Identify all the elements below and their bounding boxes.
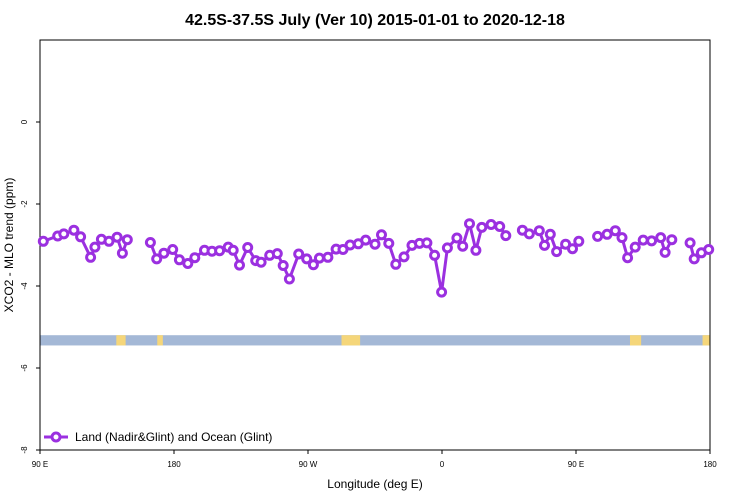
data-point-0-3-10 xyxy=(666,234,678,246)
land-band-2 xyxy=(341,335,361,346)
data-point-0-2-8 xyxy=(573,235,585,247)
x-tick-label-3: 0 xyxy=(440,460,445,469)
ocean-band xyxy=(40,335,710,346)
data-point-0-1-0 xyxy=(144,237,156,248)
data-point-0-3-5 xyxy=(629,241,641,253)
data-point-0-3-7 xyxy=(646,235,658,247)
x-tick-label-0: 90 E xyxy=(32,460,48,469)
data-point-0-1-44 xyxy=(470,244,482,256)
x-axis-label: Longitude (deg E) xyxy=(327,477,422,491)
data-point-0-2-2 xyxy=(533,225,545,237)
data-point-0-2-5 xyxy=(551,246,563,258)
legend-marker xyxy=(50,431,62,443)
y-tick-label-1: -2 xyxy=(20,200,29,208)
data-point-0-3-4 xyxy=(622,252,634,264)
chart-title: 42.5S-37.5S July (Ver 10) 2015-01-01 to … xyxy=(185,12,565,29)
data-point-0-1-39 xyxy=(436,286,448,298)
data-point-0-1-24 xyxy=(322,251,334,263)
data-point-0-1-30 xyxy=(369,238,381,250)
data-point-0-3-9 xyxy=(659,246,671,258)
data-point-0-4-3 xyxy=(703,244,715,255)
data-point-0-0-3 xyxy=(68,224,80,236)
land-band-0 xyxy=(116,335,126,346)
data-point-0-1-9 xyxy=(214,245,226,257)
data-point-0-2-4 xyxy=(544,228,556,240)
data-point-0-1-43 xyxy=(464,218,475,230)
y-tick-label-0: 0 xyxy=(20,119,29,124)
data-point-0-0-5 xyxy=(85,251,97,263)
data-point-0-1-11 xyxy=(227,244,239,256)
data-point-0-1-22 xyxy=(307,259,319,271)
data-point-0-0-9 xyxy=(111,231,123,243)
data-point-0-3-3 xyxy=(616,232,628,244)
data-point-0-1-13 xyxy=(242,242,254,253)
legend-label: Land (Nadir&Glint) and Ocean (Glint) xyxy=(75,430,272,444)
x-axis: 90 E 180 90 W 0 90 E 180 xyxy=(32,450,717,469)
x-tick-label-2: 90 W xyxy=(299,460,318,469)
data-point-0-1-17 xyxy=(271,248,283,260)
data-point-0-1-45 xyxy=(476,221,488,233)
series-layer xyxy=(37,218,715,298)
data-point-0-1-19 xyxy=(283,273,295,285)
y-tick-label-2: -4 xyxy=(20,282,29,290)
data-point-0-1-34 xyxy=(398,251,410,263)
y-axis-label: XCO2 - MLO trend (ppm) xyxy=(2,178,16,313)
data-point-0-3-0 xyxy=(592,230,604,242)
data-point-0-0-8 xyxy=(103,235,115,247)
data-point-0-0-0 xyxy=(37,235,49,247)
data-point-0-1-31 xyxy=(376,229,387,241)
data-point-0-1-41 xyxy=(451,232,463,244)
data-point-0-1-42 xyxy=(457,240,469,252)
data-point-0-1-23 xyxy=(313,252,325,264)
data-point-0-2-1 xyxy=(523,228,535,240)
data-point-0-1-18 xyxy=(277,260,289,271)
data-point-0-1-15 xyxy=(255,256,267,268)
data-point-0-2-7 xyxy=(567,243,578,255)
data-point-0-1-29 xyxy=(360,234,372,246)
y-tick-label-3: -6 xyxy=(20,364,29,372)
x-tick-label-5: 180 xyxy=(703,460,717,469)
data-point-0-1-3 xyxy=(167,244,179,255)
data-point-0-1-21 xyxy=(301,253,313,265)
data-point-0-0-10 xyxy=(116,247,128,259)
data-point-0-1-32 xyxy=(383,237,395,249)
legend: Land (Nadir&Glint) and Ocean (Glint) xyxy=(44,430,272,444)
data-point-0-1-2 xyxy=(158,247,170,259)
data-point-0-1-27 xyxy=(344,239,356,251)
data-point-0-3-6 xyxy=(637,234,649,246)
x-tick-label-4: 90 E xyxy=(568,460,584,469)
data-point-0-1-12 xyxy=(234,259,245,271)
data-point-0-1-37 xyxy=(421,237,433,249)
data-point-0-2-3 xyxy=(539,239,550,251)
data-point-0-3-8 xyxy=(655,232,667,244)
data-point-0-1-33 xyxy=(390,258,402,270)
land-band-3 xyxy=(629,335,642,346)
data-point-0-0-6 xyxy=(89,241,101,253)
data-point-0-1-47 xyxy=(494,221,506,232)
data-point-0-3-1 xyxy=(601,228,613,240)
y-axis: 0 -2 -4 -6 -8 xyxy=(20,119,40,454)
data-point-0-1-40 xyxy=(441,242,453,254)
land-ocean-bar xyxy=(40,335,710,346)
data-point-0-1-38 xyxy=(429,249,441,261)
data-point-0-1-4 xyxy=(173,254,185,266)
land-band-4 xyxy=(702,335,710,346)
data-point-0-0-11 xyxy=(121,234,133,246)
data-point-0-3-2 xyxy=(609,225,621,237)
data-point-0-1-46 xyxy=(485,219,497,230)
data-point-0-0-4 xyxy=(75,231,87,243)
x-tick-label-1: 180 xyxy=(167,460,181,469)
data-point-0-1-5 xyxy=(182,258,194,269)
data-point-0-4-1 xyxy=(688,253,700,265)
data-point-0-1-6 xyxy=(189,252,201,264)
land-band-1 xyxy=(157,335,163,346)
data-point-0-0-2 xyxy=(58,228,70,240)
data-point-0-4-0 xyxy=(684,237,696,249)
data-point-0-1-20 xyxy=(293,248,305,260)
y-tick-label-4: -8 xyxy=(20,446,29,454)
data-point-0-1-1 xyxy=(151,253,163,265)
data-point-0-1-48 xyxy=(500,230,512,242)
